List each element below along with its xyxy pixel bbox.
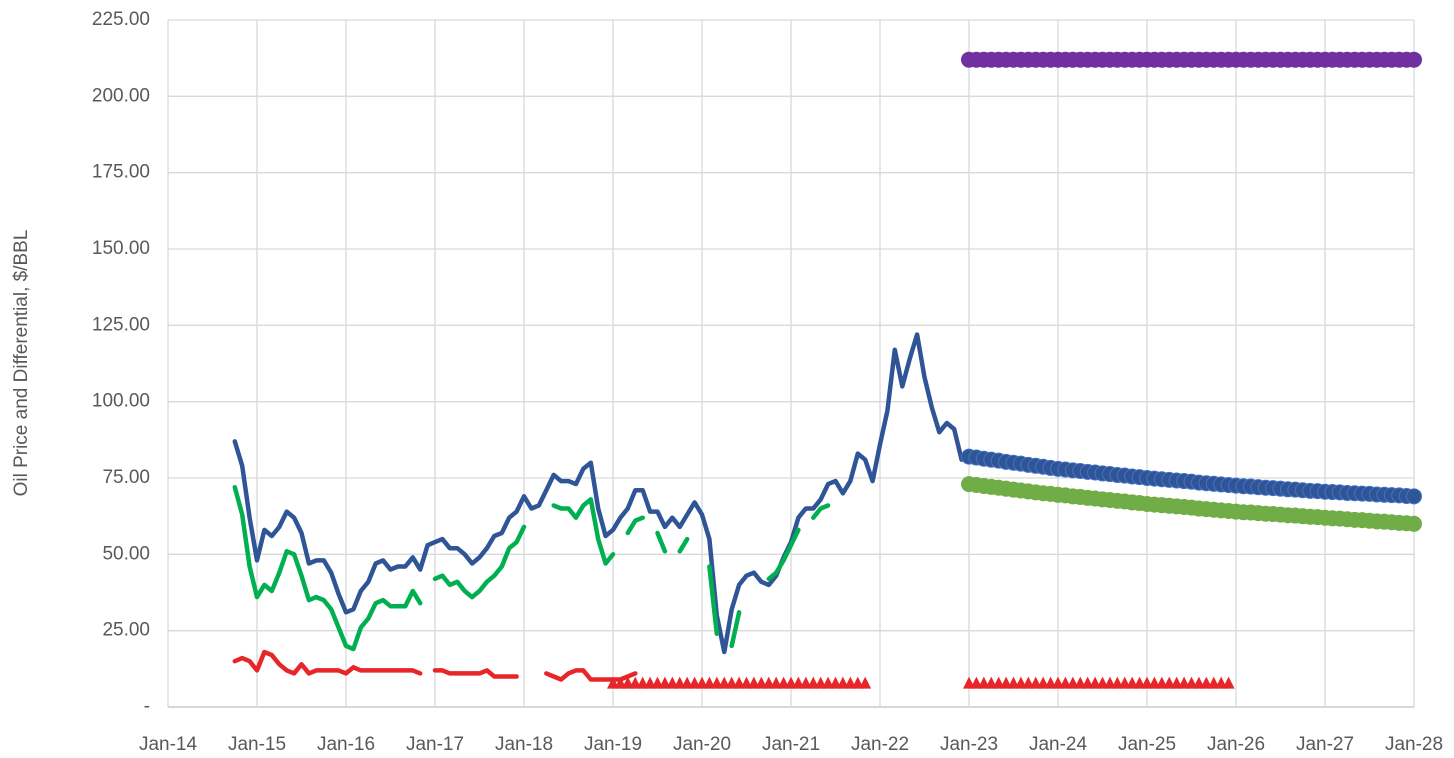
circle-marker: [1406, 488, 1422, 505]
x-tick-label: Jan-23: [940, 734, 998, 755]
y-tick-label: 50.00: [102, 543, 150, 564]
x-tick-label: Jan-15: [228, 734, 286, 755]
y-tick-label: 125.00: [92, 314, 150, 335]
y-tick-label: 100.00: [92, 391, 150, 412]
triangle-marker: [1222, 676, 1235, 689]
y-tick-label: 225.00: [92, 9, 150, 30]
x-tick-label: Jan-24: [1029, 734, 1088, 755]
y-tick-label: 25.00: [102, 620, 150, 641]
x-tick-label: Jan-16: [317, 734, 375, 755]
x-tick-label: Jan-28: [1385, 734, 1443, 755]
circle-marker: [1406, 51, 1422, 68]
y-tick-label: 175.00: [92, 162, 150, 183]
x-tick-label: Jan-18: [495, 734, 553, 755]
x-tick-label: Jan-17: [406, 734, 464, 755]
x-tick-label: Jan-25: [1118, 734, 1176, 755]
x-tick-label: Jan-20: [673, 734, 731, 755]
x-tick-label: Jan-26: [1207, 734, 1265, 755]
y-tick-label: 150.00: [92, 238, 150, 259]
y-tick-label: 75.00: [102, 467, 150, 488]
y-tick-label: 200.00: [92, 85, 150, 106]
circle-marker: [1406, 515, 1422, 532]
data-line: [232, 332, 964, 655]
y-axis-label: Oil Price and Differential, $/BBL: [11, 230, 32, 497]
x-tick-label: Jan-22: [851, 734, 909, 755]
x-tick-label: Jan-21: [762, 734, 820, 755]
triangle-marker: [859, 676, 872, 689]
x-tick-label: Jan-27: [1296, 734, 1354, 755]
y-tick-label: -: [144, 696, 150, 717]
data-line: [232, 484, 831, 652]
x-tick-label: Jan-19: [584, 734, 642, 755]
x-tick-label: Jan-14: [139, 734, 198, 755]
